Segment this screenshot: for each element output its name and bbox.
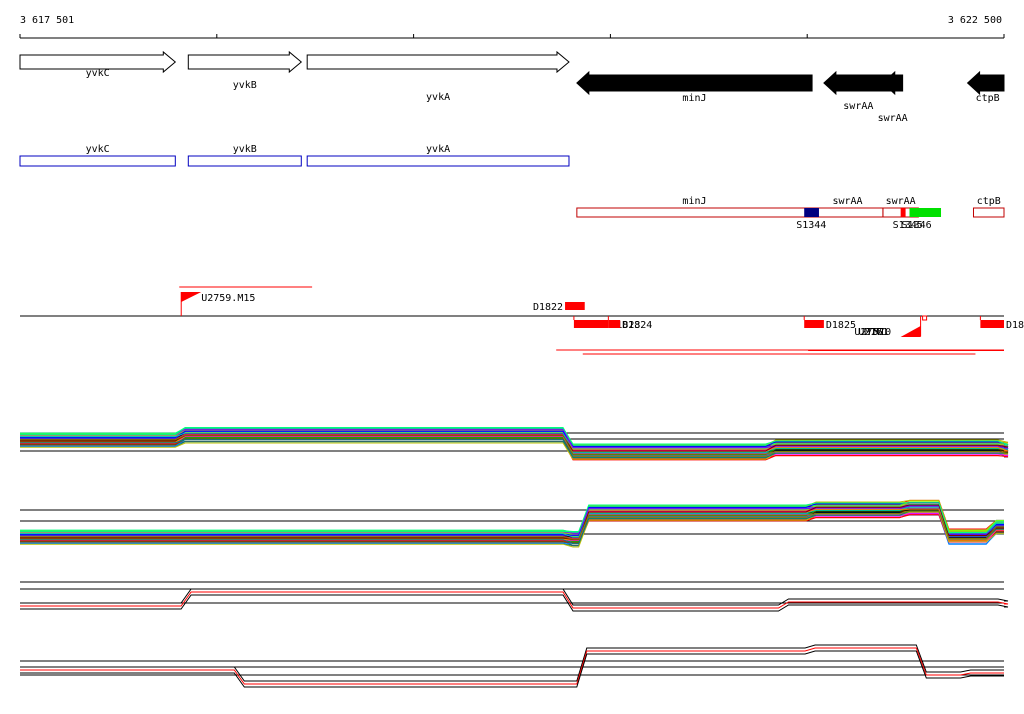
profile-line [20, 588, 1009, 606]
element-label-D18: D18 [1006, 320, 1024, 331]
lower-flag-box [922, 315, 928, 321]
feature-label-S1345: S1345 [893, 220, 923, 231]
element-label-D1824: D1824 [622, 320, 652, 331]
transcript-label-ctpB: ctpB [977, 196, 1001, 207]
element-block-D18[interactable] [980, 320, 1004, 328]
gene-arrow-ctpB[interactable] [966, 70, 1005, 96]
gene-arrow-yvkC[interactable] [19, 50, 177, 74]
transcript-box-yvkC[interactable] [19, 155, 176, 167]
gene-arrow-yvkB[interactable] [187, 50, 303, 74]
element-block-D1824[interactable] [608, 320, 621, 328]
gene-label-swrAA: swrAA [843, 101, 873, 112]
transcript-box-yvkB[interactable] [187, 155, 302, 167]
element-block-D1825[interactable] [804, 320, 824, 328]
profile-line [20, 594, 1009, 612]
transcript-box-yvkA[interactable] [306, 155, 570, 167]
gene-label-yvkC: yvkC [86, 68, 110, 79]
element-label-U2761: U2761 [858, 327, 888, 338]
gene-label-yvkB: yvkB [233, 80, 257, 91]
feature-block-S1344[interactable] [804, 208, 819, 217]
element-label-M10: M10 [873, 327, 891, 338]
profile-line [20, 439, 1009, 459]
feature-label-S1346: S1346 [902, 220, 932, 231]
profile-line [20, 428, 1009, 449]
transcript-box-ctpB[interactable] [972, 207, 1005, 218]
profiles-minus-strand [20, 499, 1004, 548]
profile-line [20, 647, 1004, 685]
transcript-label-minJ: minJ [682, 196, 706, 207]
feature-label-S1344: S1344 [796, 220, 826, 231]
plus-strand-transcripts-track: yvkC yvkB yvkA [19, 144, 570, 167]
profiles-plus-strand [20, 427, 1009, 461]
gene-arrow-minJ[interactable] [576, 70, 813, 96]
profile-line [20, 502, 1004, 534]
transcript-box-minJ[interactable] [576, 207, 813, 218]
feature-block-S1345[interactable] [900, 208, 906, 217]
transcript-label-swrAA: swrAA [886, 196, 916, 207]
gene-label-ctpB: ctpB [976, 93, 1000, 104]
element-block-D1822[interactable] [565, 302, 585, 310]
profile-line [20, 432, 1009, 453]
ruler-start-label: 3 617 501 [20, 15, 74, 26]
gene-label-yvkA: yvkA [426, 92, 450, 103]
element-label-D1823: D1823 [610, 320, 640, 331]
gene-label-minJ: minJ [682, 93, 706, 104]
lower-flag[interactable] [900, 326, 921, 337]
profile-line [20, 644, 1004, 682]
gene-label-swrAA: swrAA [878, 113, 908, 124]
gene-arrow-swrAA[interactable] [823, 70, 894, 96]
gene-arrow-yvkA[interactable] [306, 50, 570, 74]
flag-U2759.M15[interactable] [181, 292, 202, 302]
expression-profiles [20, 427, 1009, 688]
transcript-label-yvkB: yvkB [233, 144, 257, 155]
element-label-M17: M17 [864, 327, 882, 338]
profile-line [20, 434, 1009, 455]
ruler-end-label: 3 622 500 [948, 15, 1002, 26]
profile-line [20, 650, 1004, 688]
gene-arrow-swrAA[interactable] [882, 70, 904, 96]
profiles-summary-minus [20, 644, 1004, 688]
transcript-label-swrAA: swrAA [832, 196, 862, 207]
profile-line [20, 427, 1009, 446]
element-block-D1823[interactable] [573, 320, 609, 328]
profiles-summary-plus [20, 581, 1009, 612]
coordinate-ruler: 3 617 501 3 622 500 [19, 15, 1005, 39]
feature-block-S1346[interactable] [909, 208, 942, 217]
element-label-U2757: U2757 [854, 327, 884, 338]
genes-track: yvkC yvkB yvkA minJ swrAA swrAA ctpB [19, 50, 1005, 124]
transcript-box-swrAA[interactable] [811, 207, 884, 218]
profile-line [20, 591, 1009, 609]
profile-line [20, 435, 1009, 452]
transcript-label-yvkA: yvkA [426, 144, 450, 155]
element-label-D1825: D1825 [826, 320, 856, 331]
element-label-D1822: D1822 [533, 302, 563, 313]
transcript-label-yvkC: yvkC [86, 144, 110, 155]
flag-label-U2759.M15: U2759.M15 [201, 293, 255, 304]
profile-line [20, 430, 1009, 450]
profile-line [20, 510, 1004, 540]
